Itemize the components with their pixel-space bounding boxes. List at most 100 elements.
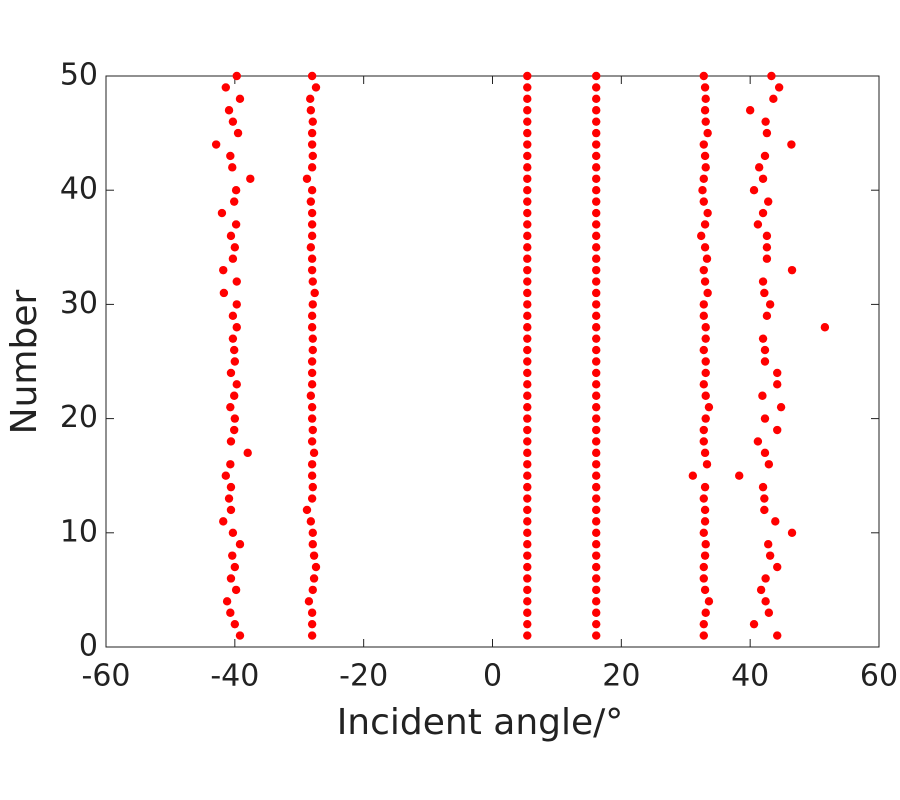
point — [307, 311, 317, 321]
point — [523, 619, 532, 629]
point — [761, 117, 770, 126]
point — [787, 140, 796, 149]
point — [760, 288, 769, 298]
point — [820, 323, 830, 332]
point — [592, 71, 601, 81]
point — [226, 402, 235, 412]
point — [523, 540, 532, 549]
point — [762, 128, 772, 138]
y-tick-label: 20 — [60, 400, 98, 435]
point — [307, 471, 317, 480]
point — [592, 265, 601, 275]
point — [523, 106, 532, 115]
point — [699, 380, 708, 389]
point — [592, 471, 601, 480]
point — [701, 414, 710, 423]
point — [226, 231, 236, 241]
point — [697, 231, 706, 241]
point — [592, 163, 601, 172]
point — [228, 551, 237, 560]
point — [308, 117, 317, 126]
point — [307, 357, 317, 366]
point — [307, 140, 317, 149]
point — [307, 231, 317, 241]
point — [224, 494, 234, 503]
point — [228, 311, 238, 321]
point — [754, 163, 764, 172]
point — [306, 517, 316, 526]
point — [221, 471, 231, 480]
point — [762, 231, 772, 241]
y-tick-label: 30 — [60, 286, 98, 321]
point — [700, 277, 710, 286]
point — [773, 562, 782, 572]
point — [307, 368, 317, 378]
point — [523, 140, 532, 149]
point — [592, 631, 601, 640]
point — [702, 460, 712, 469]
point — [592, 277, 601, 286]
point — [306, 243, 316, 252]
point — [592, 619, 601, 629]
point — [231, 585, 241, 595]
x-tick-label: 60 — [860, 659, 898, 694]
point — [311, 83, 321, 92]
point — [308, 300, 317, 309]
point — [592, 128, 601, 138]
point — [243, 448, 252, 458]
point — [700, 482, 710, 492]
point — [700, 106, 710, 115]
point — [758, 391, 767, 400]
point — [592, 402, 601, 412]
point — [228, 163, 237, 172]
point — [700, 448, 710, 458]
point — [592, 482, 601, 492]
point — [233, 128, 243, 138]
point — [702, 254, 712, 263]
point — [771, 517, 780, 526]
point — [700, 220, 710, 229]
point — [523, 94, 532, 104]
point — [304, 597, 314, 606]
point — [762, 311, 772, 321]
point — [758, 277, 768, 286]
point — [592, 437, 601, 446]
point — [523, 357, 532, 366]
point — [592, 186, 601, 195]
point — [592, 574, 601, 583]
point — [749, 186, 759, 195]
point — [302, 174, 312, 183]
point — [309, 574, 319, 583]
point — [773, 368, 782, 378]
point — [764, 608, 774, 617]
point — [592, 323, 601, 332]
point — [592, 311, 601, 321]
point — [699, 300, 708, 309]
point — [229, 345, 239, 355]
point — [762, 254, 772, 263]
point — [699, 140, 708, 149]
point — [592, 517, 601, 526]
point — [699, 345, 708, 355]
point — [229, 391, 239, 400]
point — [226, 437, 236, 446]
point — [592, 380, 601, 389]
point — [592, 414, 601, 423]
point — [592, 368, 601, 378]
point — [592, 208, 601, 218]
point — [308, 425, 317, 435]
point — [773, 631, 782, 640]
point — [311, 562, 321, 572]
x-tick-label: 20 — [602, 659, 640, 694]
point — [592, 540, 601, 549]
point — [523, 460, 532, 469]
point — [735, 471, 744, 480]
point — [523, 174, 532, 183]
point — [307, 414, 317, 423]
point — [523, 128, 532, 138]
point — [308, 334, 317, 343]
point — [523, 585, 532, 595]
point — [700, 505, 710, 515]
point — [230, 562, 240, 572]
